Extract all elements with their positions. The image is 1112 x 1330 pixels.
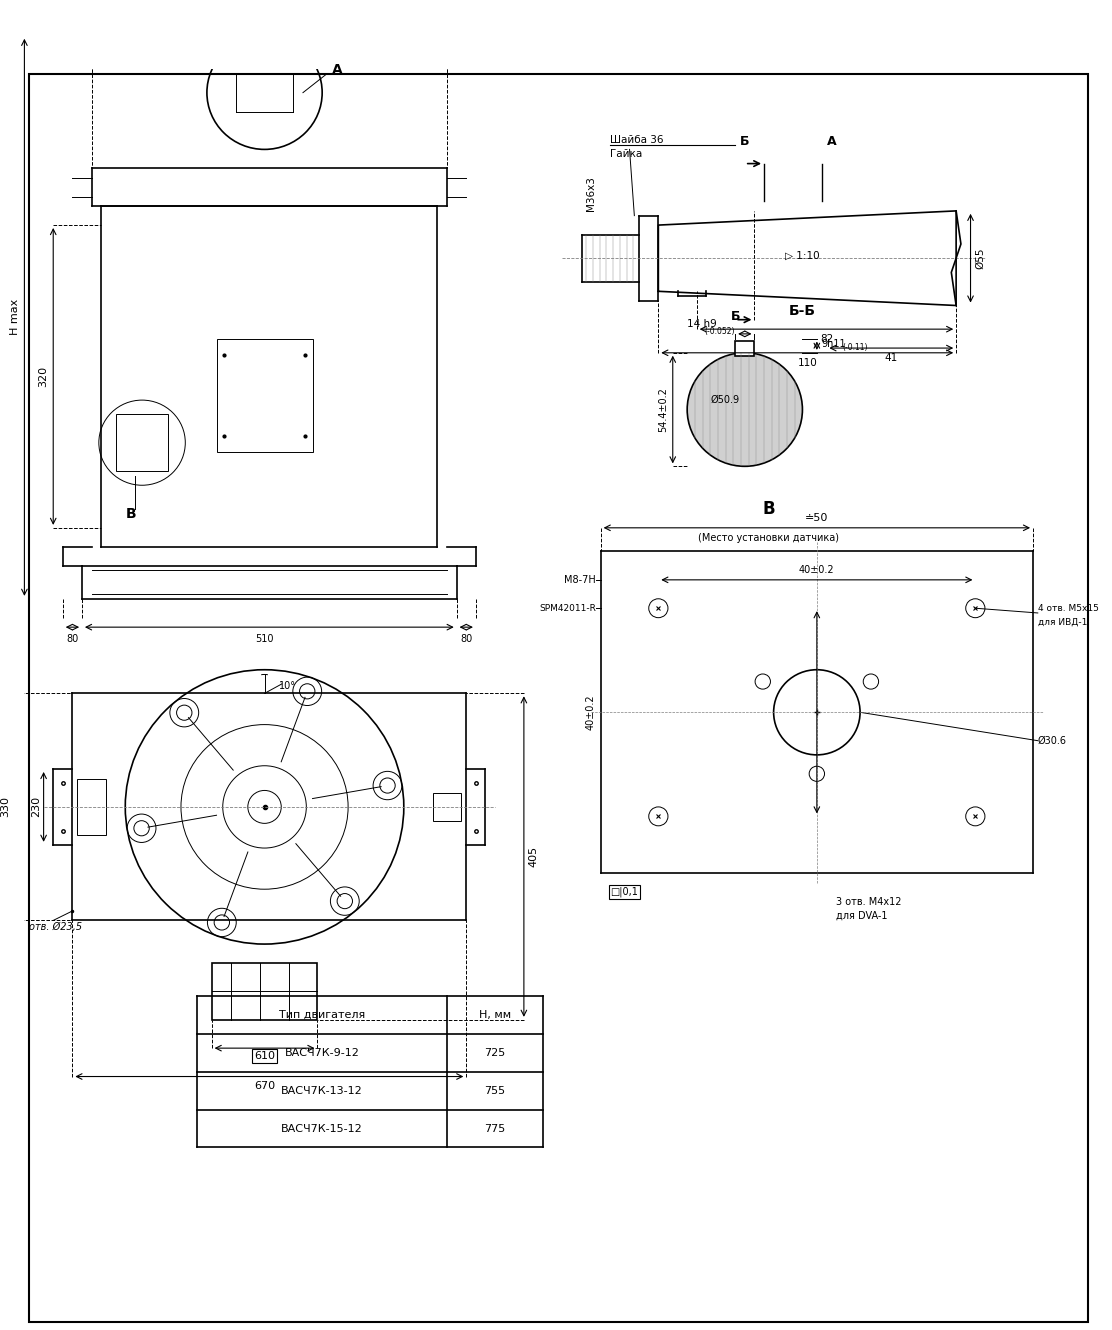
Text: 40±0.2: 40±0.2: [800, 565, 835, 575]
Bar: [77, 778, 106, 835]
Text: 10°: 10°: [279, 681, 296, 690]
Text: 610: 610: [254, 1051, 275, 1061]
Text: 80: 80: [460, 634, 473, 644]
Text: Ø30.6: Ø30.6: [1037, 735, 1066, 746]
Text: Ø50.9: Ø50.9: [711, 395, 741, 406]
Bar: [211, 963, 317, 1020]
Text: для DVA-1: для DVA-1: [836, 911, 887, 920]
Text: 82: 82: [820, 334, 833, 344]
Text: 510: 510: [256, 634, 274, 644]
Text: (Место установки датчика): (Место установки датчика): [698, 532, 840, 543]
Text: 3 отв. M4x12: 3 отв. M4x12: [836, 896, 902, 907]
Text: ВАСЧ7К-9-12: ВАСЧ7К-9-12: [285, 1048, 359, 1057]
Text: Шайба 36: Шайба 36: [610, 134, 664, 145]
Text: □|0,1: □|0,1: [610, 887, 638, 898]
Text: ВАСЧ7К-15-12: ВАСЧ7К-15-12: [281, 1124, 363, 1133]
Text: 725: 725: [485, 1048, 506, 1057]
Text: M36x3: M36x3: [586, 176, 596, 211]
Text: 80: 80: [67, 634, 79, 644]
Text: 41: 41: [885, 352, 897, 363]
Text: 230: 230: [31, 797, 41, 818]
Text: отв. Ø23,5: отв. Ø23,5: [29, 922, 82, 932]
Text: 54.4±0.2: 54.4±0.2: [658, 387, 668, 432]
Text: 775: 775: [485, 1124, 506, 1133]
Text: 320: 320: [39, 366, 49, 387]
Text: В: В: [126, 507, 136, 521]
Text: В: В: [763, 500, 775, 517]
Text: Б-Б: Б-Б: [788, 305, 816, 318]
Text: Тип двигателя: Тип двигателя: [279, 1009, 366, 1020]
Text: (-0.052): (-0.052): [705, 327, 735, 335]
Text: Гайка: Гайка: [610, 149, 643, 160]
Text: для ИВД-1: для ИВД-1: [1037, 618, 1088, 626]
Text: ▷ 1:10: ▷ 1:10: [785, 250, 820, 261]
Text: Б: Б: [731, 310, 739, 323]
Text: H max: H max: [10, 299, 20, 335]
Text: (-0.11): (-0.11): [843, 343, 868, 352]
Bar: [735, 342, 754, 355]
Text: 4 отв. M5x15: 4 отв. M5x15: [1037, 604, 1099, 613]
Text: SPM42011-R: SPM42011-R: [539, 604, 596, 613]
Bar: [433, 793, 461, 821]
Text: A: A: [826, 134, 836, 148]
Text: ≐50: ≐50: [805, 513, 828, 523]
Circle shape: [687, 352, 803, 467]
Text: Б: Б: [741, 134, 749, 148]
Bar: [116, 414, 169, 471]
Text: A: A: [331, 63, 342, 77]
Text: Ø55: Ø55: [975, 247, 985, 269]
Text: 40±0.2: 40±0.2: [586, 694, 596, 730]
Text: 670: 670: [254, 1081, 275, 1091]
Text: 755: 755: [485, 1085, 506, 1096]
Text: 14 h9: 14 h9: [687, 319, 717, 330]
Text: Н, мм: Н, мм: [479, 1009, 512, 1020]
Text: 110: 110: [797, 358, 817, 367]
Text: 9h11: 9h11: [822, 339, 846, 348]
Bar: [217, 339, 312, 452]
Text: ВАСЧ7К-13-12: ВАСЧ7К-13-12: [281, 1085, 363, 1096]
Text: M8-7H: M8-7H: [564, 575, 596, 585]
Text: 405: 405: [528, 846, 538, 867]
Text: 330: 330: [0, 797, 10, 818]
